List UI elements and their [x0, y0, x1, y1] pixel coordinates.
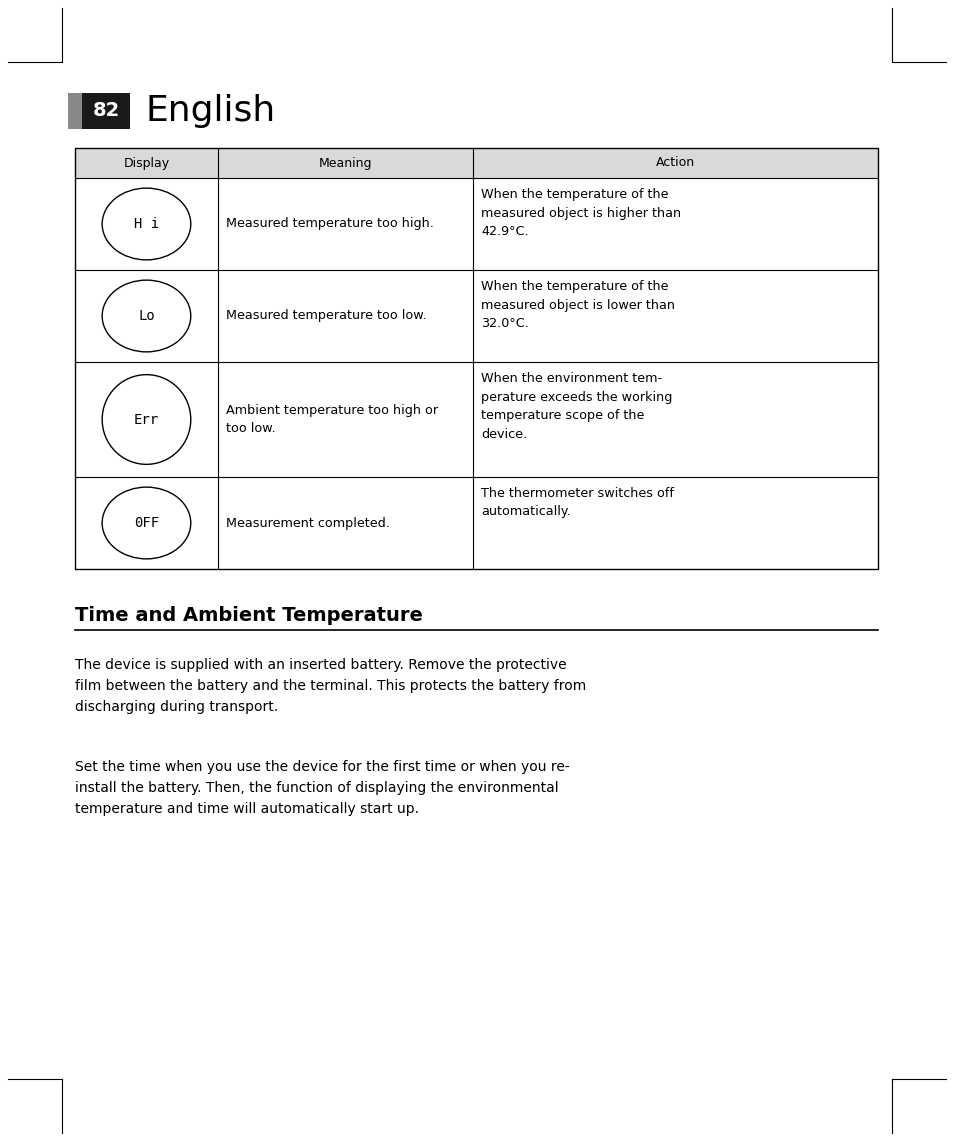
- Text: Time and Ambient Temperature: Time and Ambient Temperature: [75, 606, 422, 625]
- Text: Display: Display: [123, 156, 170, 170]
- Text: Err: Err: [133, 413, 159, 427]
- Text: Measured temperature too high.: Measured temperature too high.: [226, 218, 434, 230]
- Text: Lo: Lo: [138, 309, 154, 323]
- Text: Meaning: Meaning: [318, 156, 372, 170]
- Text: H i: H i: [133, 217, 159, 230]
- Ellipse shape: [102, 281, 191, 351]
- Text: When the temperature of the
measured object is lower than
32.0°C.: When the temperature of the measured obj…: [480, 280, 675, 330]
- Text: Set the time when you use the device for the first time or when you re-
install : Set the time when you use the device for…: [75, 760, 569, 816]
- Ellipse shape: [102, 374, 191, 464]
- Text: When the temperature of the
measured object is higher than
42.9°C.: When the temperature of the measured obj…: [480, 188, 680, 238]
- Text: The device is supplied with an inserted battery. Remove the protective
film betw: The device is supplied with an inserted …: [75, 658, 586, 714]
- Bar: [75, 148, 877, 178]
- Text: Ambient temperature too high or
too low.: Ambient temperature too high or too low.: [226, 404, 437, 435]
- Text: 0FF: 0FF: [133, 516, 159, 531]
- Ellipse shape: [102, 188, 191, 260]
- Text: The thermometer switches off
automatically.: The thermometer switches off automatical…: [480, 487, 674, 518]
- Text: 82: 82: [92, 102, 119, 121]
- Bar: [75, 148, 877, 569]
- FancyBboxPatch shape: [82, 94, 130, 129]
- Text: When the environment tem-
perature exceeds the working
temperature scope of the
: When the environment tem- perature excee…: [480, 372, 672, 440]
- Text: Measured temperature too low.: Measured temperature too low.: [226, 309, 426, 323]
- Text: Measurement completed.: Measurement completed.: [226, 517, 390, 529]
- Text: English: English: [146, 94, 276, 128]
- FancyBboxPatch shape: [68, 94, 82, 129]
- Ellipse shape: [102, 487, 191, 559]
- Text: Action: Action: [656, 156, 695, 170]
